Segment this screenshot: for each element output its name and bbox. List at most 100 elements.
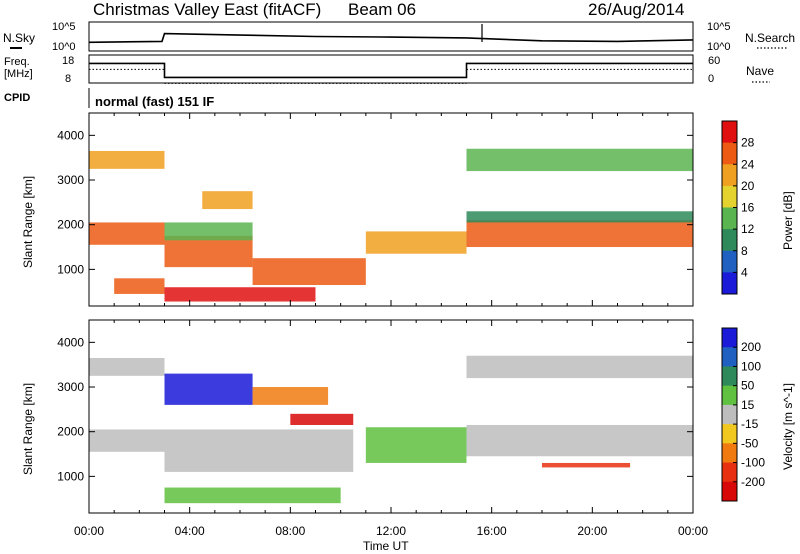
nsky-label: N.Sky (3, 31, 35, 45)
x-tick-label: 16:00 (477, 524, 507, 538)
frequency-series-line (89, 62, 693, 79)
colorbar-tick-label: 28 (741, 136, 755, 150)
colorbar-tick-label: -15 (741, 417, 759, 431)
colorbar-swatch (722, 443, 737, 464)
colorbar-tick-label: -100 (741, 456, 765, 470)
plot-title: Christmas Valley East (fitACF) (93, 0, 321, 19)
power-band-5 (202, 191, 253, 210)
freq-tick-top: 18 (62, 55, 74, 67)
colorbar-tick-label: 8 (741, 244, 748, 258)
colorbar-tick-label: 50 (741, 379, 755, 393)
colorbar-tick-label: 15 (741, 398, 755, 412)
colorbar-tick-label: 16 (741, 201, 755, 215)
nsearch-tick-bottom: 10^0 (707, 41, 731, 53)
x-tick-label: 20:00 (577, 524, 607, 538)
colorbar-swatch (722, 347, 737, 367)
colorbar-tick-label: 100 (741, 359, 761, 373)
colorbar-swatch (722, 328, 737, 348)
power-band-10 (466, 220, 693, 248)
velocity-band-1 (89, 429, 165, 452)
colorbar-swatch (722, 164, 737, 187)
freq-unit-label: [MHz] (4, 68, 33, 80)
colorbar-tick-label: -50 (741, 436, 759, 450)
noise-panel-frame (88, 21, 694, 52)
colorbar-swatch (722, 385, 737, 406)
nsky-tick-top: 10^5 (52, 21, 76, 33)
colorbar-swatch (722, 250, 737, 273)
colorbar-swatch (722, 207, 737, 230)
colorbar-swatch (722, 462, 737, 483)
colorbar-tick-label: 4 (741, 265, 748, 279)
power-y-axis: 1000 2000 3000 4000 (57, 113, 694, 306)
velocity-band-9 (466, 424, 693, 457)
colorbar-tick-label: -200 (741, 475, 765, 489)
velocity-band-5 (164, 429, 354, 472)
velocity-y-axis: 1000 2000 3000 4000 (57, 320, 694, 513)
power-band-4 (164, 222, 253, 241)
colorbar-swatch (722, 424, 737, 444)
x-tick-label: 00:00 (678, 524, 708, 538)
power-band-1 (89, 222, 165, 245)
cpid-text: normal (fast) 151 IF (95, 94, 214, 109)
y-tick-label: 3000 (57, 380, 84, 394)
colorbar-swatch (722, 121, 737, 144)
colorbar-swatch (722, 142, 737, 165)
nave-tick-top: 60 (708, 55, 720, 67)
power-band-0 (89, 150, 165, 169)
colorbar-swatch (722, 404, 737, 425)
power-y-axis-label: Slant Range [km] (21, 176, 35, 268)
colorbar-swatch (722, 185, 737, 208)
velocity-band-0 (89, 357, 165, 376)
y-tick-label: 2000 (57, 425, 84, 439)
power-band-7 (252, 258, 366, 286)
power-colorbar-label: Power [dB] (781, 191, 795, 250)
freq-label: Freq. (4, 56, 30, 68)
velocity-band-3 (252, 387, 329, 405)
colorbar-tick-label: 24 (741, 157, 755, 171)
y-tick-label: 4000 (57, 128, 84, 142)
colorbar-tick-label: 200 (741, 340, 761, 354)
noise-panel: N.Sky 10^5 10^0 10^5 10^0 N.Search (3, 21, 795, 53)
nave-series-line (89, 68, 693, 84)
velocity-panel-frame (88, 319, 694, 514)
nsky-series-line (88, 32, 694, 44)
beam-label: Beam 06 (348, 0, 416, 19)
frequency-panel-frame (88, 54, 694, 84)
colorbar-swatch (722, 366, 737, 387)
power-band-8 (365, 231, 467, 254)
power-band-11 (466, 211, 693, 223)
velocity-band-6 (164, 487, 341, 504)
velocity-band-4 (290, 413, 354, 425)
y-tick-label: 1000 (57, 262, 84, 276)
power-band-2 (114, 278, 165, 294)
velocity-heatmap (89, 355, 693, 504)
y-tick-label: 4000 (57, 335, 84, 349)
y-tick-label: 1000 (57, 469, 84, 483)
colorbar-swatch (722, 229, 737, 252)
nave-label: Nave (746, 64, 774, 78)
velocity-colorbar-label: Velocity [m s^-1] (781, 383, 795, 470)
nsearch-tick-top: 10^5 (707, 21, 731, 33)
y-tick-label: 2000 (57, 218, 84, 232)
power-heatmap (89, 148, 693, 302)
y-tick-label: 3000 (57, 173, 84, 187)
x-tick-label: 12:00 (376, 524, 406, 538)
frequency-panel: Freq. [MHz] 18 8 60 0 Nave (4, 54, 774, 85)
colorbar-tick-label: 20 (741, 179, 755, 193)
x-axis-label: Time UT (363, 539, 409, 553)
nsky-tick-bottom: 10^0 (52, 41, 76, 53)
power-panel: 1000 2000 3000 4000 Slant Range [km] 4 8 12 16… (21, 112, 795, 307)
colorbar-swatch (722, 481, 737, 502)
velocity-colorbar: 200 100 50 15 -15 -50 -100 -200 (721, 327, 765, 502)
power-band-6 (164, 287, 316, 302)
colorbar-swatch (722, 272, 737, 295)
velocity-band-8 (466, 355, 693, 379)
freq-tick-bottom: 8 (65, 73, 71, 85)
velocity-band-2 (164, 373, 253, 405)
velocity-band-7 (365, 427, 467, 463)
colorbar-tick-label: 12 (741, 222, 755, 236)
x-tick-label: 04:00 (175, 524, 205, 538)
x-tick-label: 08:00 (275, 524, 305, 538)
power-colorbar: 4 8 12 16 20 24 28 (721, 120, 755, 295)
